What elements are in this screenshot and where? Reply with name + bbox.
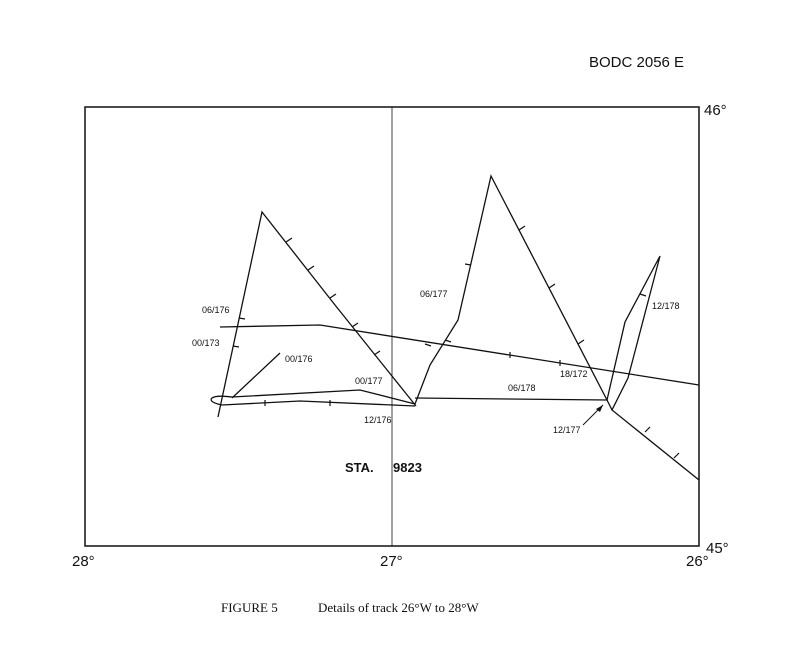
time-ticks — [232, 225, 680, 459]
station-label: STA. — [345, 460, 374, 475]
figure-number: FIGURE 5 — [221, 600, 278, 615]
track-label: 12/177 — [553, 425, 581, 435]
figure-caption: Details of track 26°W to 28°W — [318, 600, 479, 615]
lon-label: 28° — [72, 553, 95, 570]
track-label: 12/176 — [364, 415, 392, 425]
lon-label: 27° — [380, 553, 403, 570]
track-label: 00/176 — [285, 354, 313, 364]
track — [414, 174, 608, 405]
track — [606, 255, 700, 481]
tracks — [210, 174, 700, 481]
reference: BODC 2056 E — [589, 54, 684, 71]
track — [414, 397, 613, 411]
track-label: 00/177 — [355, 376, 383, 386]
lon-label: 26° — [686, 553, 709, 570]
track — [210, 389, 416, 407]
track-label: 00/173 — [192, 338, 220, 348]
lat-label: 46° — [704, 102, 727, 119]
station-number: 9823 — [393, 460, 422, 475]
lat-label: 45° — [706, 540, 729, 557]
track — [231, 352, 281, 399]
track-label: 18/172 — [560, 369, 588, 379]
track — [217, 210, 417, 418]
arrowhead — [596, 405, 603, 412]
track-label: 12/178 — [652, 301, 680, 311]
track — [219, 324, 700, 386]
track-label: 06/176 — [202, 305, 230, 315]
track-label: 06/178 — [508, 383, 536, 393]
track-label: 06/177 — [420, 289, 448, 299]
